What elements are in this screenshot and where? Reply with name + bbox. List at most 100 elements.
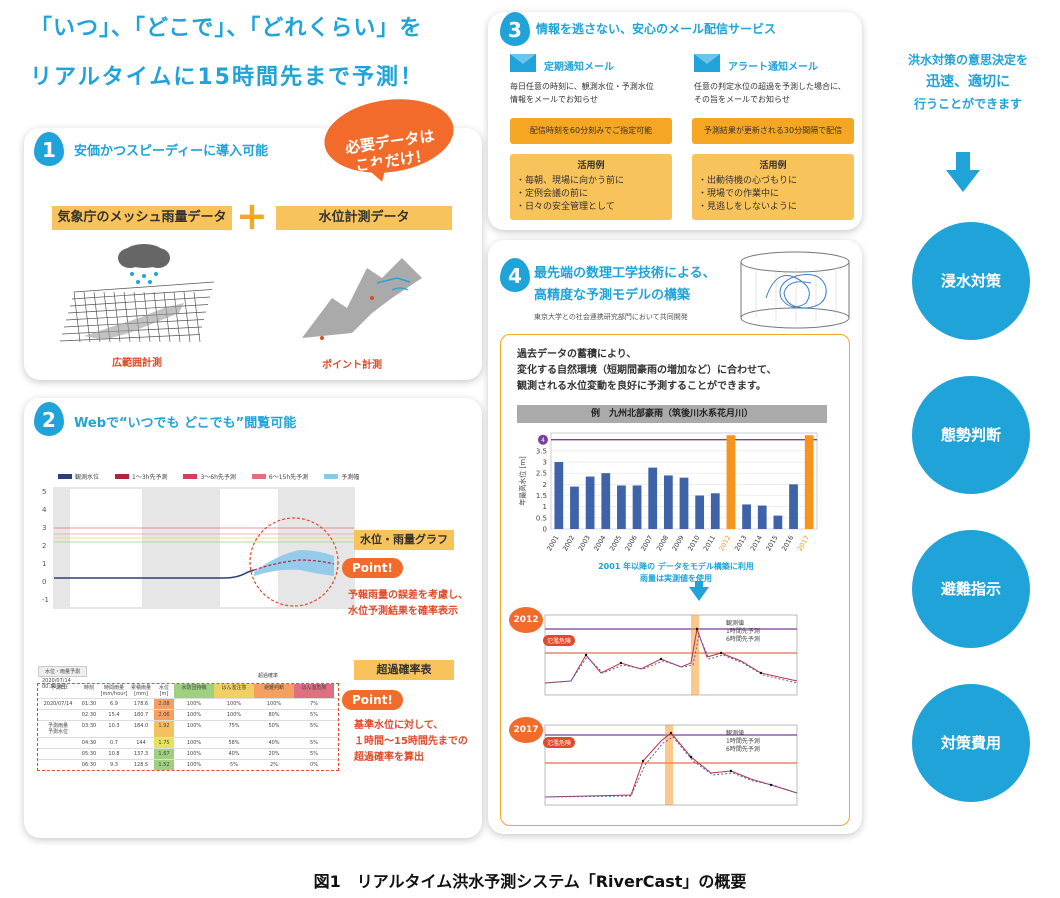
alert-mail-interval: 予測結果が更新される30分間隔で配信: [692, 118, 854, 144]
alert-mail-title: アラート通知メール: [728, 62, 818, 73]
prob-table-header-cell: 時刻: [83, 685, 94, 691]
x-tick-label: 2008: [655, 534, 670, 552]
y-tick-label: 4: [42, 506, 47, 514]
alert-example-2: ・現場での作業中に: [698, 189, 780, 199]
prob-table-cell: 1.52: [154, 760, 174, 770]
table-tab[interactable]: 水位・雨量予測: [38, 666, 88, 677]
regular-mail-interval: 配信時刻を60分刻みでご指定可能: [510, 118, 672, 144]
bar-2001: [554, 462, 564, 529]
prob-table-cell: 5%: [310, 723, 318, 729]
alert-example-3: ・見逃しをしないように: [698, 202, 797, 212]
y-tick-label: 5: [42, 488, 46, 496]
bar-2005: [617, 485, 626, 529]
y-tick-label: 3.5: [536, 447, 547, 455]
prob-table-cell: 1.67: [154, 749, 174, 759]
envelope-icon-left: [510, 54, 536, 72]
number-badge-3: 3: [500, 12, 530, 46]
alert-example-1: ・出動待機の心づもりに: [698, 176, 798, 186]
legend-6h-2017: 6時間先予測: [726, 745, 760, 753]
table-date: 2020/07/14 00:30 現在: [42, 678, 71, 690]
mesh-grid: [59, 281, 215, 343]
chart-note-2: 雨量は実測値を使用: [640, 574, 712, 583]
prob-table-cell: 5%: [310, 740, 318, 746]
prob-table-cell: 178.6: [133, 701, 149, 707]
prob-table-cell: 100%: [226, 701, 242, 707]
prob-table-cell: 40%: [228, 751, 240, 757]
year-badge-2017: 2017: [509, 717, 543, 743]
y-tick-label: 0.5: [536, 514, 547, 522]
reference-label: 4: [541, 437, 545, 444]
prob-table-cell: 2%: [270, 762, 278, 768]
down-arrow-icon: [689, 587, 709, 601]
prob-table-cell: 100%: [186, 740, 202, 746]
prob-table-cell: [38, 760, 78, 770]
number-badge-4: 4: [500, 258, 530, 292]
prob-table-cell: 128.5: [133, 762, 149, 768]
prob-table-cell: 10.8: [108, 751, 120, 757]
circle-evacuation-order: 避難指示: [912, 530, 1030, 648]
legend-observed: 観測水位: [58, 472, 99, 481]
card4-subtitle: 東京大学との社会連携研究部門において共同開発: [534, 313, 688, 321]
bar-2004: [601, 473, 611, 529]
prob-table-header-cell: 時間雨量 [mm/hour]: [100, 685, 128, 697]
mountain-shape: [302, 258, 422, 338]
prob-table-cell: 2.06: [154, 710, 174, 720]
prob-table-cell: 予測雨量 予測水位: [47, 723, 68, 735]
prob-table-cell: 5%: [230, 762, 238, 768]
card2-title: Webで“いつでも どこでも”閲覧可能: [74, 416, 297, 431]
bar-2007: [648, 467, 658, 529]
y-tick-label: 2: [42, 542, 46, 550]
regular-example-title: 活用例: [577, 161, 605, 171]
legend-range: 予測幅: [324, 472, 359, 481]
x-tick-label: 2007: [639, 534, 654, 552]
flood-danger-badge-2012: 氾濫危険: [543, 635, 576, 646]
prob-table-header: 予測日 時刻 時間雨量 [mm/hour] 累積雨量 [mm] 水位 [m] 水防団待機は…: [38, 684, 338, 698]
bar-2016: [789, 484, 798, 529]
prob-table-cell: 184.0: [133, 723, 149, 729]
y-tick-label: 1: [543, 503, 547, 511]
y-tick-label: 3: [42, 524, 46, 532]
prob-table-grid: 予測日 時刻 時間雨量 [mm/hour] 累積雨量 [mm] 水位 [m] 水防団待機は…: [37, 683, 339, 771]
prob-table-cell: 2.08: [154, 699, 174, 709]
regular-mail-title: 定期通知メール: [544, 62, 614, 73]
year-badge-2012: 2012: [509, 607, 543, 633]
hydrograph-2017: 観測値 1時間先予測 6時間先予測: [544, 724, 798, 806]
prob-table-row: 04:30 0.7 144 1.75 100% 58% 40% 5%: [38, 737, 338, 748]
y-axis-ticks: 5 4 3 2 1 0 -1: [42, 488, 49, 604]
y-axis-label: 年最高水位 [m]: [518, 456, 527, 506]
prob-table-cell: 01:30: [81, 701, 97, 707]
bar-2003: [585, 476, 595, 529]
decision-text-line2: 迅速、適切に: [926, 74, 1010, 90]
prob-table-cell: 9.3: [110, 762, 118, 768]
card3-title: 情報を逃さない、安心のメール配信サービス: [536, 22, 777, 36]
wide-area-caption: 広範囲計測: [112, 358, 162, 369]
legend-obs-2012: 観測値: [726, 619, 744, 627]
prob-table-header-cell: はん濫危険: [294, 684, 334, 698]
mesh-rainfall-data-label: 気象庁のメッシュ雨量データ: [52, 206, 232, 230]
y-tick-label: 0: [543, 526, 547, 534]
prob-table-cell: 0.7: [110, 740, 118, 746]
card4-title-line2: 高精度な予測モデルの構築: [534, 288, 691, 303]
exceedance-table-label: 超過確率表: [354, 660, 454, 680]
x-tick-label: 2009: [671, 534, 686, 552]
card4-title-line1: 最先端の数理工学技術による、: [534, 266, 716, 281]
regular-example-2: ・定例会議の前に: [516, 189, 589, 199]
legend-6-15h: 6〜15h先予測: [251, 472, 308, 481]
bar-2014: [757, 505, 767, 529]
prob-table-cell: 04:30: [81, 740, 97, 746]
prob-table-cell: 0%: [310, 762, 318, 768]
table-title-right: 超過確率: [258, 673, 279, 679]
prob-table-cell: 7%: [310, 701, 318, 707]
probability-table: 水位・雨量予測 2020/07/14 00:30 現在 超過確率 予測日 時刻 時間…: [37, 666, 339, 784]
prob-table-cell: 100%: [186, 701, 202, 707]
mesh-map-illustration: [59, 244, 215, 343]
prob-table-cell: 144: [136, 740, 146, 746]
x-tick-label: 2014: [749, 534, 764, 552]
y-tick-label: 2: [543, 481, 547, 489]
point-measure-caption: ポイント計測: [322, 360, 382, 371]
model-description: 過去データの蓄積により、 変化する自然環境（短期間豪雨の増加など）に合わせて、 …: [517, 349, 777, 392]
number-badge-1: 1: [34, 132, 64, 166]
y-tick-label: 0: [42, 578, 46, 586]
prob-table-cell: [38, 710, 78, 720]
prob-table-cell: 100%: [186, 723, 202, 729]
